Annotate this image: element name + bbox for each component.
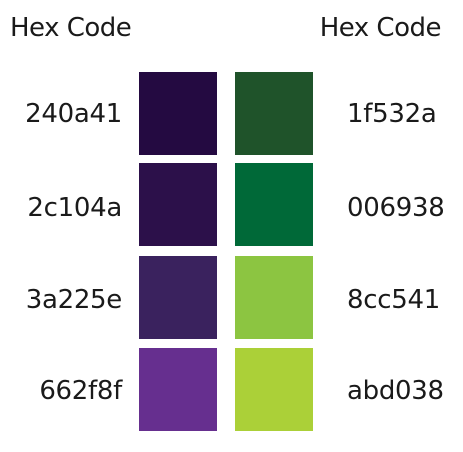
right-hex-code-3: 8cc541 — [347, 285, 440, 315]
left-column-header: Hex Code — [10, 13, 132, 43]
green-swatch-3 — [235, 256, 313, 339]
purple-swatch-2 — [139, 163, 217, 246]
green-swatch-2 — [235, 163, 313, 246]
left-hex-code-4: 662f8f — [39, 376, 122, 406]
right-hex-code-2: 006938 — [347, 193, 445, 223]
left-hex-code-3: 3a225e — [25, 285, 123, 315]
right-hex-code-1: 1f532a — [347, 99, 437, 129]
purple-swatch-1 — [139, 72, 217, 155]
right-hex-code-4: abd038 — [347, 376, 444, 406]
right-column-header: Hex Code — [319, 13, 442, 43]
green-swatch-4 — [235, 348, 313, 431]
purple-swatch-4 — [139, 348, 217, 431]
green-swatch-1 — [235, 72, 313, 155]
purple-swatch-3 — [139, 256, 217, 339]
left-hex-code-2: 2c104a — [27, 193, 122, 223]
left-hex-code-1: 240a41 — [25, 99, 122, 129]
